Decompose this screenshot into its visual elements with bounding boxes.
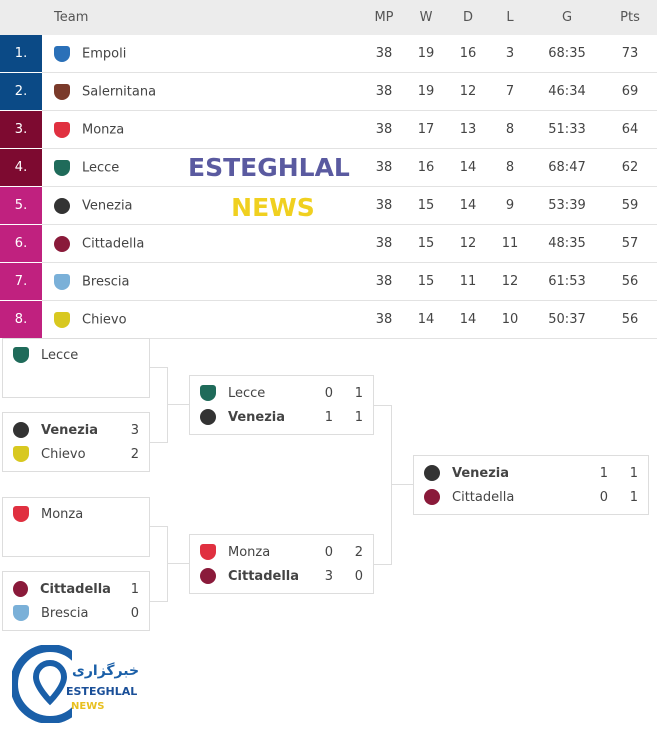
match-sf1[interactable]: Lecce 0 1 Venezia 1 1 <box>189 375 374 435</box>
rank-cell: 8. <box>0 300 42 339</box>
table-row[interactable]: 8. Chievo 38 14 14 10 50:37 56 <box>0 300 657 339</box>
table-row[interactable]: 1. Empoli 38 19 16 3 68:35 73 <box>0 35 657 73</box>
team-cell[interactable]: Lecce <box>42 148 363 187</box>
monza-crest-icon <box>13 506 29 522</box>
connector <box>373 405 392 565</box>
team-crest-icon <box>54 235 70 252</box>
match-final[interactable]: Venezia 1 1 Cittadella 0 1 <box>413 455 649 515</box>
table-row[interactable]: 4. Lecce 38 16 14 8 68:47 62 <box>0 148 657 187</box>
match-r1b[interactable]: Venezia 3 Chievo 2 <box>2 412 150 472</box>
connector <box>149 526 168 602</box>
chievo-crest-icon <box>13 446 29 462</box>
lecce-crest-icon <box>200 385 216 401</box>
table-row[interactable]: 6. Cittadella 38 15 12 11 48:35 57 <box>0 224 657 263</box>
rank-cell: 5. <box>0 186 42 225</box>
team-cell[interactable]: Brescia <box>42 262 363 301</box>
rank-cell: 4. <box>0 148 42 187</box>
standings-table: Team MP W D L G Pts 1. Empoli 38 19 16 3 68:… <box>0 0 657 339</box>
match-sf2[interactable]: Monza 0 2 Cittadella 3 0 <box>189 534 374 594</box>
venezia-crest-icon <box>13 422 29 438</box>
cittadella-crest-icon <box>424 489 440 505</box>
connector <box>149 367 168 443</box>
team-cell[interactable]: Empoli <box>42 35 363 73</box>
rank-cell: 1. <box>0 35 42 73</box>
team-crest-icon <box>54 197 70 214</box>
lecce-crest-icon <box>13 347 29 363</box>
watermark: ESTEGHLAL NEWS <box>188 153 350 222</box>
rank-cell: 6. <box>0 224 42 263</box>
team-crest-icon <box>54 159 70 176</box>
monza-crest-icon <box>200 544 216 560</box>
team-crest-icon <box>54 83 70 100</box>
table-row[interactable]: 3. Monza 38 17 13 8 51:33 64 <box>0 110 657 149</box>
table-header: Team MP W D L G Pts <box>0 0 657 35</box>
match-r1d[interactable]: Cittadella 1 Brescia 0 <box>2 571 150 631</box>
match-r1a[interactable]: Lecce <box>2 338 150 398</box>
rank-cell: 2. <box>0 72 42 111</box>
team-cell[interactable]: Chievo <box>42 300 363 339</box>
team-crest-icon <box>54 273 70 290</box>
table-row[interactable]: 2. Salernitana 38 19 12 7 46:34 69 <box>0 72 657 111</box>
venezia-crest-icon <box>424 465 440 481</box>
team-cell[interactable]: Monza <box>42 110 363 149</box>
cittadella-crest-icon <box>200 568 216 584</box>
venezia-crest-icon <box>200 409 216 425</box>
team-crest-icon <box>54 311 70 328</box>
table-row[interactable]: 5. Venezia 38 15 14 9 53:39 59 <box>0 186 657 225</box>
esteghlal-news-logo: خبرگزاری ESTEGHLAL NEWS <box>10 644 139 727</box>
ball-logo-icon <box>10 644 90 724</box>
team-crest-icon <box>54 121 70 138</box>
rank-cell: 7. <box>0 262 42 301</box>
team-cell[interactable]: Venezia <box>42 186 363 225</box>
team-crest-icon <box>54 45 70 62</box>
rank-cell: 3. <box>0 110 42 149</box>
table-row[interactable]: 7. Brescia 38 15 11 12 61:53 56 <box>0 262 657 301</box>
team-cell[interactable]: Salernitana <box>42 72 363 111</box>
cittadella-crest-icon <box>13 581 28 597</box>
match-r1c[interactable]: Monza <box>2 497 150 557</box>
brescia-crest-icon <box>13 605 29 621</box>
team-cell[interactable]: Cittadella <box>42 224 363 263</box>
